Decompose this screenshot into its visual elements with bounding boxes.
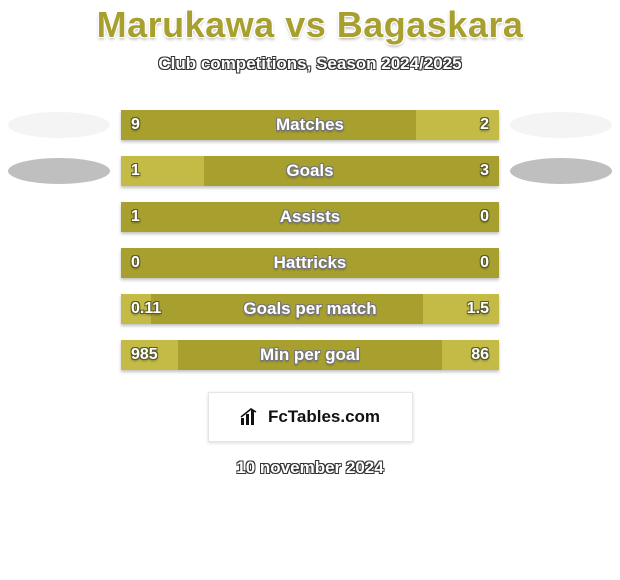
- page-title: Marukawa vs Bagaskara: [0, 4, 620, 46]
- stat-value-left: 0: [131, 254, 140, 272]
- player-right-avatar: [510, 112, 612, 138]
- stat-value-left: 9: [131, 116, 140, 134]
- stat-label: Matches: [276, 115, 344, 135]
- stat-value-left: 0.11: [131, 300, 161, 318]
- player-right-avatar: [510, 158, 612, 184]
- stat-value-left: 985: [131, 346, 158, 364]
- comparison-card: Marukawa vs Bagaskara Club competitions,…: [0, 0, 620, 580]
- stat-bar: 985 86 Min per goal: [121, 340, 499, 370]
- stat-bar: 9 2 Matches: [121, 110, 499, 140]
- stat-value-right: 1.5: [467, 300, 489, 318]
- stat-value-right: 0: [480, 208, 489, 226]
- stat-bar: 1 3 Goals: [121, 156, 499, 186]
- stat-value-left: 1: [131, 162, 140, 180]
- stat-bar: 1 0 Assists: [121, 202, 499, 232]
- stat-bar: 0 0 Hattricks: [121, 248, 499, 278]
- stat-label: Goals: [286, 161, 333, 181]
- stat-value-right: 0: [480, 254, 489, 272]
- page-subtitle: Club competitions, Season 2024/2025: [0, 54, 620, 74]
- stat-label: Assists: [280, 207, 340, 227]
- player-left-avatar: [8, 112, 110, 138]
- stat-value-right: 86: [471, 346, 489, 364]
- stat-row: 1 3 Goals: [0, 148, 620, 194]
- stat-label: Min per goal: [260, 345, 360, 365]
- stat-value-right: 3: [480, 162, 489, 180]
- source-badge[interactable]: FcTables.com: [208, 392, 413, 442]
- player-left-avatar: [8, 158, 110, 184]
- stat-rows: 9 2 Matches 1 3 Goals 1 0 Assists 0 0 Hattricks 0.11…: [0, 102, 620, 378]
- footer: FcTables.com 10 november 2024: [0, 392, 620, 478]
- stat-value-right: 2: [480, 116, 489, 134]
- stat-row: 9 2 Matches: [0, 102, 620, 148]
- stat-row: 985 86 Min per goal: [0, 332, 620, 378]
- stat-row: 0.11 1.5 Goals per match: [0, 286, 620, 332]
- stat-row: 1 0 Assists: [0, 194, 620, 240]
- date-label: 10 november 2024: [236, 458, 383, 478]
- chart-icon: [240, 408, 262, 426]
- stat-value-left: 1: [131, 208, 140, 226]
- stat-bar: 0.11 1.5 Goals per match: [121, 294, 499, 324]
- stat-label: Goals per match: [243, 299, 376, 319]
- stat-label: Hattricks: [274, 253, 347, 273]
- stat-row: 0 0 Hattricks: [0, 240, 620, 286]
- badge-text: FcTables.com: [268, 407, 380, 427]
